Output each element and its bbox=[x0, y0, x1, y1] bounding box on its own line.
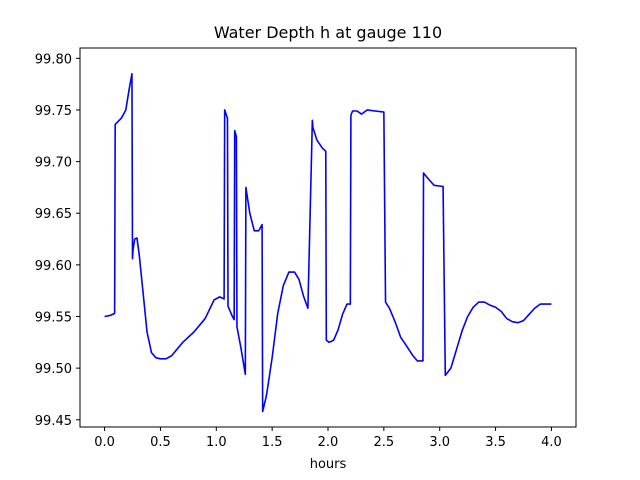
x-tick-label: 4.0 bbox=[541, 435, 562, 450]
y-tick-label: 99.55 bbox=[35, 311, 72, 326]
x-tick-label: 1.0 bbox=[206, 435, 227, 450]
series-line bbox=[104, 73, 552, 413]
y-tick-label: 99.80 bbox=[35, 52, 72, 67]
y-tick-label: 99.45 bbox=[35, 414, 72, 429]
x-tick-label: 2.0 bbox=[318, 435, 339, 450]
x-tick-label: 3.0 bbox=[429, 435, 450, 450]
y-tick-label: 99.75 bbox=[35, 104, 72, 119]
y-tick-label: 99.60 bbox=[35, 259, 72, 274]
x-tick-label: 0.5 bbox=[150, 435, 171, 450]
y-tick-label: 99.70 bbox=[35, 156, 72, 171]
plot-layer bbox=[104, 73, 552, 413]
chart-title: Water Depth h at gauge 110 bbox=[214, 23, 442, 42]
x-axis-ticks: 0.0 0.5 1.0 1.5 2.0 2.5 3.0 3.5 4.0 bbox=[94, 427, 562, 450]
x-tick-label: 3.5 bbox=[485, 435, 506, 450]
x-tick-label: 2.5 bbox=[374, 435, 395, 450]
y-tick-label: 99.50 bbox=[35, 362, 72, 377]
x-axis-label: hours bbox=[310, 457, 347, 472]
x-tick-label: 1.5 bbox=[262, 435, 283, 450]
y-tick-label: 99.65 bbox=[35, 207, 72, 222]
x-tick-label: 0.0 bbox=[94, 435, 115, 450]
y-axis-ticks: 99.45 99.50 99.55 99.60 99.65 99.70 99.75 99.80 bbox=[35, 52, 80, 429]
